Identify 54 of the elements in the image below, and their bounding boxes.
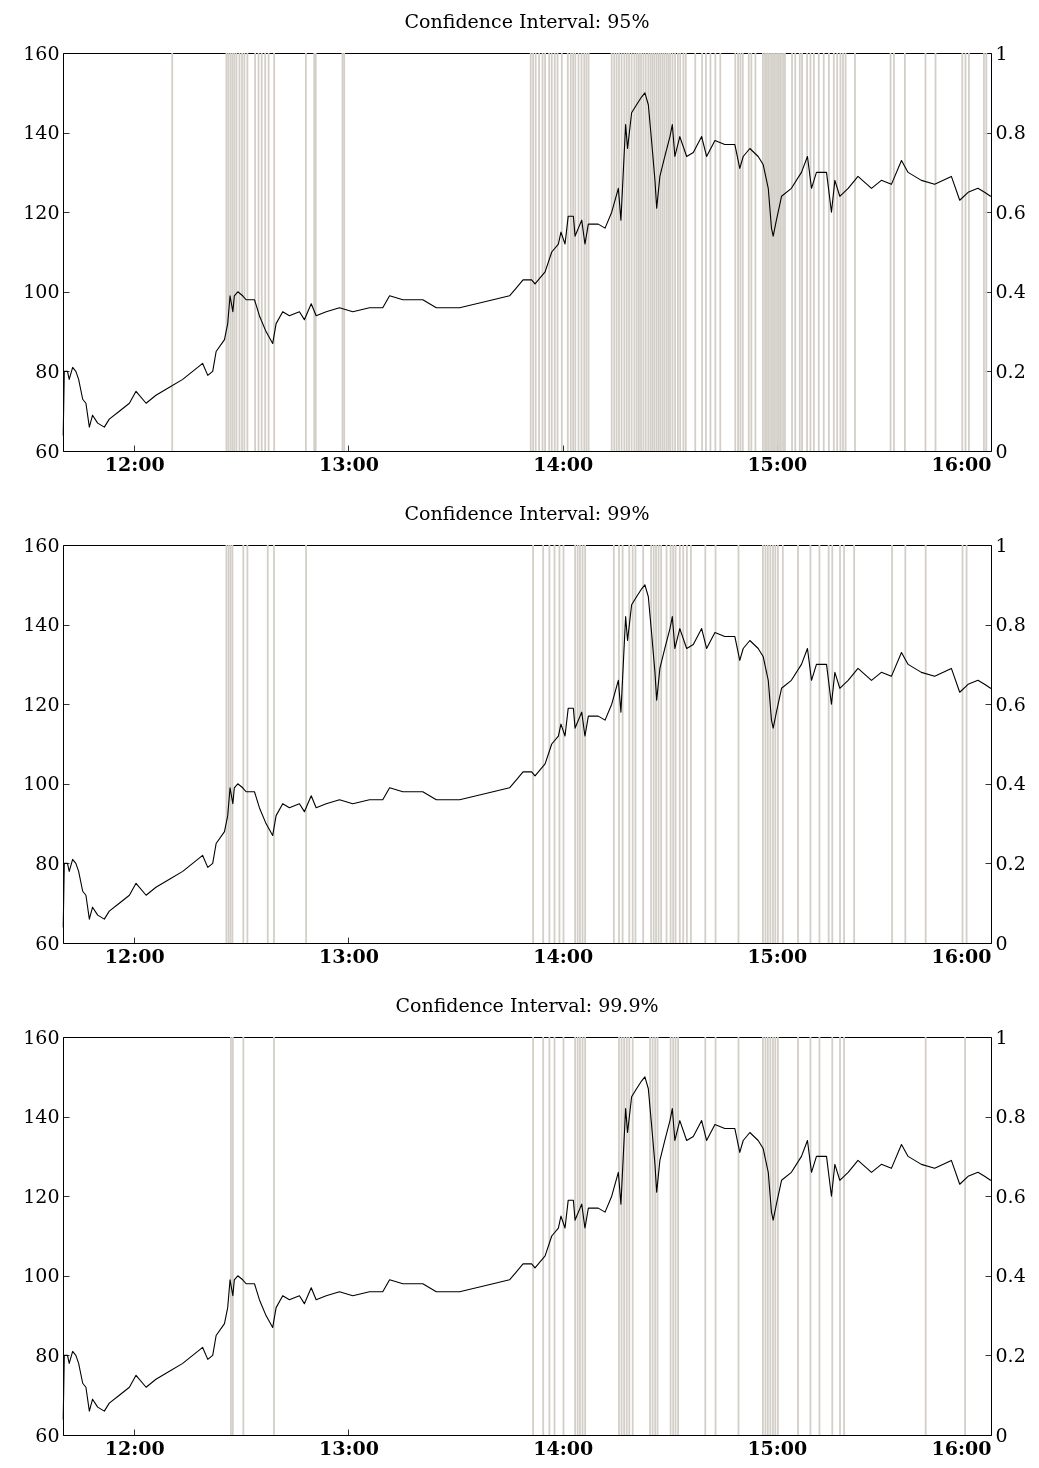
y-tick-label: 140 xyxy=(23,1105,60,1128)
x-tick-label: 15:00 xyxy=(747,944,808,967)
chart-title: Confidence Interval: 99% xyxy=(404,502,650,524)
y-tick-label: 120 xyxy=(23,1184,60,1207)
y2-tick-label: 0.2 xyxy=(995,1343,1026,1366)
y-tick-label: 80 xyxy=(35,1343,60,1366)
y2-tick-label: 0.8 xyxy=(995,1105,1026,1128)
x-tick-label: 12:00 xyxy=(104,1436,165,1459)
x-tick-label: 14:00 xyxy=(533,944,594,967)
chart-title: Confidence Interval: 95% xyxy=(404,10,650,32)
y-tick-label: 100 xyxy=(23,1264,60,1287)
x-tick-label: 14:00 xyxy=(533,1436,594,1459)
y2-tick-label: 0 xyxy=(995,439,1008,462)
y2-tick-label: 0.2 xyxy=(995,359,1026,382)
x-tick-label: 15:00 xyxy=(747,452,808,475)
x-tick-label: 12:00 xyxy=(104,452,165,475)
y2-tick-label: 1 xyxy=(995,41,1008,64)
y-tick-label: 60 xyxy=(35,439,60,462)
x-tick-label: 13:00 xyxy=(319,944,379,967)
x-tick-label: 16:00 xyxy=(931,452,992,475)
y-tick-label: 140 xyxy=(23,613,60,636)
x-tick-label: 16:00 xyxy=(931,944,992,967)
y2-tick-label: 1 xyxy=(995,533,1008,556)
x-tick-label: 13:00 xyxy=(319,452,379,475)
y-tick-label: 60 xyxy=(35,931,60,954)
x-tick-label: 14:00 xyxy=(533,452,594,475)
y2-tick-label: 0.8 xyxy=(995,121,1026,144)
y-tick-label: 160 xyxy=(23,41,60,64)
y-tick-label: 80 xyxy=(35,359,60,382)
y-tick-label: 160 xyxy=(23,533,60,556)
y2-tick-label: 0.6 xyxy=(995,692,1026,715)
y2-tick-label: 0.2 xyxy=(995,851,1026,874)
y2-tick-label: 1 xyxy=(995,1025,1008,1048)
y2-tick-label: 0 xyxy=(995,1423,1008,1446)
y2-tick-label: 0.4 xyxy=(995,280,1026,303)
x-tick-label: 13:00 xyxy=(319,1436,379,1459)
chart-title: Confidence Interval: 99.9% xyxy=(395,994,659,1016)
y-tick-label: 80 xyxy=(35,851,60,874)
y2-tick-label: 0.6 xyxy=(995,200,1026,223)
y-tick-label: 120 xyxy=(23,200,60,223)
y-tick-label: 100 xyxy=(23,772,60,795)
x-tick-label: 16:00 xyxy=(931,1436,992,1459)
y2-tick-label: 0.8 xyxy=(995,613,1026,636)
y2-tick-label: 0.4 xyxy=(995,772,1026,795)
x-tick-label: 15:00 xyxy=(747,1436,808,1459)
y2-tick-label: 0.6 xyxy=(995,1184,1026,1207)
y-tick-label: 160 xyxy=(23,1025,60,1048)
x-tick-label: 12:00 xyxy=(104,944,165,967)
y-tick-label: 140 xyxy=(23,121,60,144)
y2-tick-label: 0.4 xyxy=(995,1264,1026,1287)
y2-tick-label: 0 xyxy=(995,931,1008,954)
y-tick-label: 100 xyxy=(23,280,60,303)
y-tick-label: 120 xyxy=(23,692,60,715)
y-tick-label: 60 xyxy=(35,1423,60,1446)
